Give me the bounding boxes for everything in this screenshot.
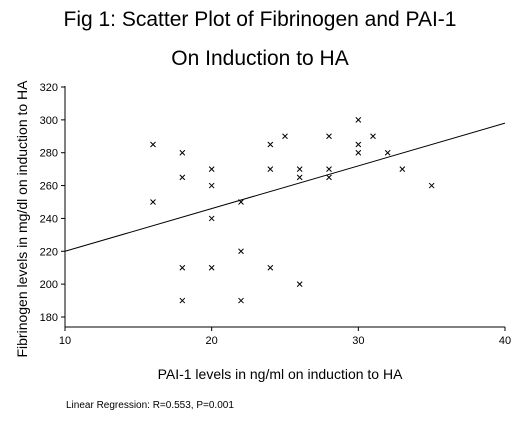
x-marker: [326, 174, 332, 181]
regression-footnote: Linear Regression: R=0.553, P=0.001: [66, 400, 234, 411]
data-point: [208, 264, 215, 271]
x-marker: [179, 264, 186, 271]
x-marker: [326, 133, 332, 140]
data-point: [326, 166, 332, 172]
data-point: [150, 199, 156, 205]
data-point: [355, 149, 362, 156]
chart-title-line-2: On Induction to HA: [171, 47, 349, 70]
y-tick-label: 240: [40, 213, 58, 225]
data-point: [428, 182, 435, 189]
x-marker: [267, 141, 274, 148]
y-tick-label: 300: [40, 115, 58, 127]
x-marker: [296, 281, 303, 287]
data-point: [296, 166, 303, 172]
data-point: [267, 264, 274, 271]
x-marker: [267, 166, 274, 172]
x-marker: [179, 149, 186, 156]
x-marker: [355, 141, 362, 148]
data-point: [238, 248, 244, 255]
data-point: [399, 166, 406, 172]
data-point: [238, 297, 244, 304]
x-tick-label: 40: [499, 335, 511, 347]
data-point: [179, 297, 186, 304]
data-point: [267, 166, 274, 172]
y-tick-label: 260: [40, 181, 58, 193]
y-tick-label: 320: [40, 82, 58, 94]
y-tick-label: 200: [40, 279, 58, 291]
data-point: [370, 133, 376, 140]
x-marker: [238, 199, 244, 205]
x-marker: [399, 166, 406, 172]
x-marker: [296, 166, 303, 172]
x-marker: [208, 215, 215, 222]
data-point: [208, 166, 215, 172]
y-tick-label: 180: [40, 312, 58, 324]
x-axis-label: PAI-1 levels in ng/ml on induction to HA: [157, 366, 403, 382]
data-point: [238, 199, 244, 205]
x-marker: [326, 166, 332, 172]
data-point: [384, 149, 391, 156]
data-point: [355, 117, 362, 123]
data-point: [208, 182, 215, 189]
data-point: [282, 133, 288, 140]
chart-title-line-1: Fig 1: Scatter Plot of Fibrinogen and PA…: [63, 8, 457, 31]
x-marker: [355, 117, 362, 123]
x-tick-label: 30: [352, 335, 364, 347]
regression-line: [64, 122, 506, 252]
x-tick-label: 20: [206, 335, 218, 347]
x-marker: [267, 264, 274, 271]
data-point: [179, 149, 186, 156]
x-marker: [384, 149, 391, 156]
y-tick-label: 220: [40, 246, 58, 258]
x-marker: [179, 174, 186, 181]
data-point: [150, 141, 156, 148]
x-marker: [208, 166, 215, 172]
x-marker: [208, 182, 215, 189]
x-marker: [282, 133, 288, 140]
x-marker: [150, 199, 156, 205]
x-marker: [179, 297, 186, 304]
data-point: [355, 141, 362, 148]
data-point: [326, 133, 332, 140]
data-point: [296, 174, 303, 181]
data-point: [326, 174, 332, 181]
x-marker: [150, 141, 156, 148]
x-marker: [428, 182, 435, 189]
data-point: [208, 215, 215, 222]
x-marker: [208, 264, 215, 271]
x-marker: [296, 174, 303, 181]
x-tick-label: 10: [59, 335, 71, 347]
data-point: [296, 281, 303, 287]
data-point: [179, 174, 186, 181]
x-marker: [238, 297, 244, 304]
data-point: [179, 264, 186, 271]
x-marker: [355, 149, 362, 156]
x-marker: [238, 248, 244, 255]
x-marker: [370, 133, 376, 140]
data-point: [267, 141, 274, 148]
y-tick-label: 280: [40, 148, 58, 160]
